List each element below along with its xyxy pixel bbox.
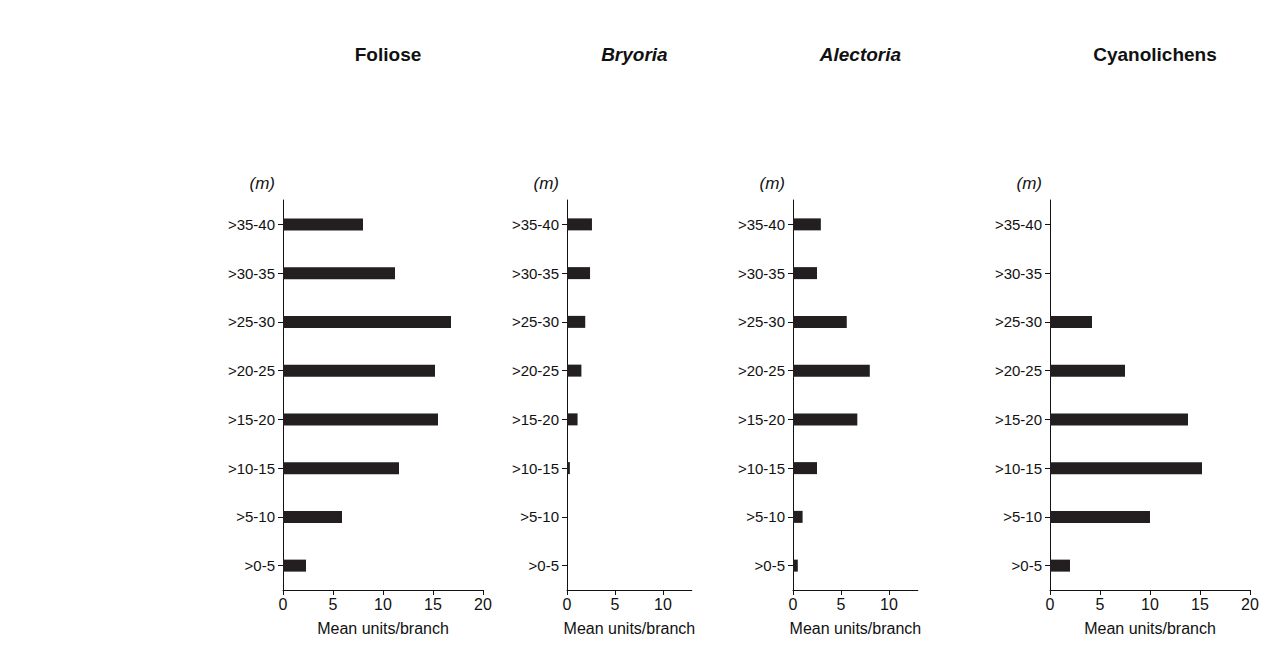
svg-text:10: 10 — [374, 596, 392, 613]
svg-text:>5-10: >5-10 — [1003, 508, 1042, 525]
svg-text:15: 15 — [424, 596, 442, 613]
svg-text:0: 0 — [279, 596, 288, 613]
svg-text:Mean units/branch: Mean units/branch — [790, 620, 922, 637]
svg-text:Cyanolichens: Cyanolichens — [1093, 44, 1217, 65]
svg-text:>5-10: >5-10 — [520, 508, 559, 525]
svg-text:>25-30: >25-30 — [738, 313, 785, 330]
svg-text:>10-15: >10-15 — [512, 460, 559, 477]
svg-text:(m): (m) — [534, 174, 559, 193]
svg-text:20: 20 — [1241, 596, 1259, 613]
svg-text:5: 5 — [837, 596, 846, 613]
svg-text:0: 0 — [563, 596, 572, 613]
svg-text:(m): (m) — [1017, 174, 1042, 193]
svg-text:>5-10: >5-10 — [746, 508, 785, 525]
svg-text:>5-10: >5-10 — [236, 508, 275, 525]
svg-text:5: 5 — [1096, 596, 1105, 613]
svg-text:10: 10 — [880, 596, 898, 613]
svg-text:>0-5: >0-5 — [755, 557, 785, 574]
svg-text:Mean units/branch: Mean units/branch — [564, 620, 696, 637]
svg-text:>15-20: >15-20 — [228, 411, 275, 428]
svg-text:>15-20: >15-20 — [995, 411, 1042, 428]
svg-text:20: 20 — [474, 596, 492, 613]
svg-text:>15-20: >15-20 — [738, 411, 785, 428]
svg-text:>10-15: >10-15 — [228, 460, 275, 477]
svg-text:>25-30: >25-30 — [995, 313, 1042, 330]
svg-text:0: 0 — [789, 596, 798, 613]
svg-text:>35-40: >35-40 — [228, 216, 275, 233]
svg-text:>0-5: >0-5 — [245, 557, 275, 574]
svg-text:Mean units/branch: Mean units/branch — [317, 620, 449, 637]
svg-text:Foliose: Foliose — [355, 44, 422, 65]
svg-text:0: 0 — [1046, 596, 1055, 613]
svg-text:5: 5 — [329, 596, 338, 613]
svg-text:>35-40: >35-40 — [995, 216, 1042, 233]
svg-text:>35-40: >35-40 — [738, 216, 785, 233]
svg-text:>0-5: >0-5 — [1012, 557, 1042, 574]
svg-text:>25-30: >25-30 — [512, 313, 559, 330]
svg-text:10: 10 — [1141, 596, 1159, 613]
svg-text:>30-35: >30-35 — [995, 265, 1042, 282]
svg-text:>10-15: >10-15 — [738, 460, 785, 477]
svg-text:10: 10 — [654, 596, 672, 613]
svg-text:>30-35: >30-35 — [228, 265, 275, 282]
svg-text:>0-5: >0-5 — [529, 557, 559, 574]
svg-text:>25-30: >25-30 — [228, 313, 275, 330]
svg-text:>20-25: >20-25 — [228, 362, 275, 379]
svg-text:>15-20: >15-20 — [512, 411, 559, 428]
svg-text:5: 5 — [611, 596, 620, 613]
svg-text:(m): (m) — [250, 174, 275, 193]
svg-text:>20-25: >20-25 — [738, 362, 785, 379]
svg-text:>20-25: >20-25 — [995, 362, 1042, 379]
svg-text:Mean units/branch: Mean units/branch — [1084, 620, 1216, 637]
svg-text:>10-15: >10-15 — [995, 460, 1042, 477]
svg-text:>30-35: >30-35 — [512, 265, 559, 282]
svg-text:15: 15 — [1191, 596, 1209, 613]
svg-text:>30-35: >30-35 — [738, 265, 785, 282]
svg-text:(m): (m) — [760, 174, 785, 193]
svg-text:>35-40: >35-40 — [512, 216, 559, 233]
svg-text:>20-25: >20-25 — [512, 362, 559, 379]
svg-text:Bryoria: Bryoria — [601, 44, 668, 65]
svg-text:Alectoria: Alectoria — [819, 44, 902, 65]
